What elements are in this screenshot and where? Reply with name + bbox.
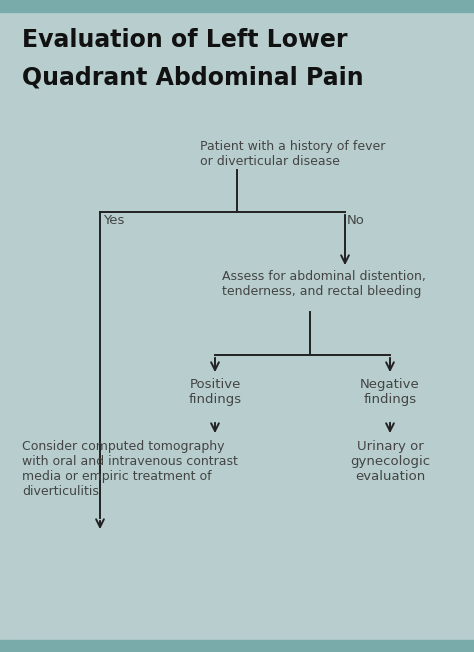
Bar (0, 0, 474, 12)
Text: Evaluation of Left Lower: Evaluation of Left Lower (22, 28, 347, 52)
Text: Consider computed tomography
with oral and intravenous contrast
media or empiric: Consider computed tomography with oral a… (22, 440, 238, 498)
Bar (0, 640, 474, 652)
Text: Patient with a history of fever
or diverticular disease: Patient with a history of fever or diver… (200, 140, 385, 168)
Text: Assess for abdominal distention,
tenderness, and rectal bleeding: Assess for abdominal distention, tendern… (222, 270, 426, 298)
Text: Urinary or
gynecologic
evaluation: Urinary or gynecologic evaluation (350, 440, 430, 483)
Text: Negative
findings: Negative findings (360, 378, 420, 406)
Text: No: No (347, 214, 365, 227)
Text: Positive
findings: Positive findings (189, 378, 242, 406)
Text: Yes: Yes (103, 214, 124, 227)
Text: Quadrant Abdominal Pain: Quadrant Abdominal Pain (22, 66, 364, 90)
